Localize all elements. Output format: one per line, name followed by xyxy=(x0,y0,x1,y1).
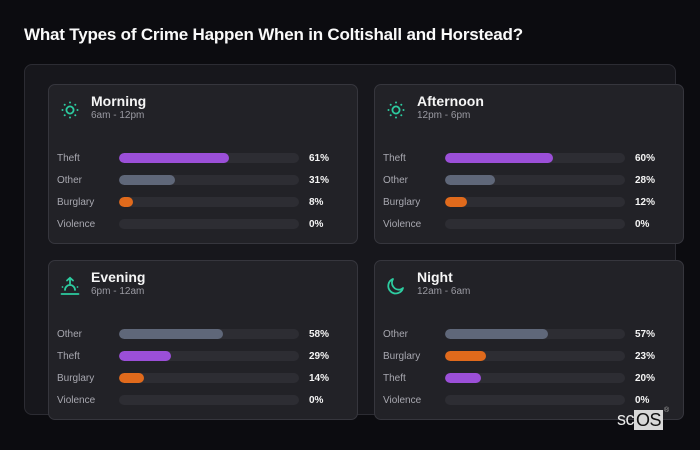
bar-row: Burglary 14% xyxy=(57,367,347,389)
bar-value: 0% xyxy=(309,218,324,230)
bar-fill xyxy=(445,197,467,207)
sun-icon xyxy=(385,99,407,121)
bar-track xyxy=(119,175,299,185)
bar-fill xyxy=(119,153,229,163)
bar-label: Other xyxy=(57,174,83,186)
bar-value: 29% xyxy=(309,350,330,362)
card-title: Evening xyxy=(91,269,146,285)
bar-label: Burglary xyxy=(383,196,421,208)
bar-label: Violence xyxy=(57,394,96,406)
sunset-icon xyxy=(59,275,81,297)
bar-row: Violence 0% xyxy=(57,389,347,411)
logo-sc: sc xyxy=(617,409,635,429)
bar-row: Burglary 12% xyxy=(383,191,673,213)
sun-icon xyxy=(59,99,81,121)
bar-track xyxy=(119,395,299,405)
bar-label: Other xyxy=(383,174,409,186)
bar-row: Violence 0% xyxy=(57,213,347,235)
bar-track xyxy=(445,395,625,405)
bar-track xyxy=(119,329,299,339)
registered-mark: ® xyxy=(664,407,669,414)
card-morning: Morning 6am - 12pm Theft 61% Other 31% Bur… xyxy=(48,84,358,244)
bar-track xyxy=(119,153,299,163)
bar-value: 61% xyxy=(309,152,330,164)
bar-value: 12% xyxy=(635,196,656,208)
card-title: Night xyxy=(417,269,453,285)
bar-fill xyxy=(445,351,487,361)
bar-label: Other xyxy=(383,328,409,340)
bar-track xyxy=(445,329,625,339)
card-night: Night 12am - 6am Other 57% Burglary 23% Th… xyxy=(374,260,684,420)
bar-label: Other xyxy=(57,328,83,340)
bar-track xyxy=(445,351,625,361)
bar-label: Theft xyxy=(57,350,80,362)
bar-track xyxy=(445,175,625,185)
bar-row: Violence 0% xyxy=(383,389,673,411)
bar-row: Theft 61% xyxy=(57,147,347,169)
logo-os: OS xyxy=(634,409,664,430)
bar-track xyxy=(445,373,625,383)
bar-value: 60% xyxy=(635,152,656,164)
bar-fill xyxy=(119,351,172,361)
bar-label: Burglary xyxy=(57,372,95,384)
bar-fill xyxy=(445,175,496,185)
bar-fill xyxy=(119,329,224,339)
bar-track xyxy=(119,373,299,383)
card-time-range: 6pm - 12am xyxy=(91,286,145,297)
bar-label: Burglary xyxy=(383,350,421,362)
page-title: What Types of Crime Happen When in Colti… xyxy=(24,25,523,44)
bar-row: Theft 60% xyxy=(383,147,673,169)
moon-icon xyxy=(385,275,407,297)
bar-row: Other 57% xyxy=(383,323,673,345)
bar-value: 23% xyxy=(635,350,656,362)
bar-value: 0% xyxy=(635,394,650,406)
bar-value: 20% xyxy=(635,372,656,384)
bar-track xyxy=(445,153,625,163)
bar-value: 8% xyxy=(309,196,324,208)
bar-value: 0% xyxy=(635,218,650,230)
bar-track xyxy=(119,197,299,207)
bar-value: 0% xyxy=(309,394,324,406)
bar-value: 31% xyxy=(309,174,330,186)
bar-fill xyxy=(445,329,548,339)
bar-row: Theft 20% xyxy=(383,367,673,389)
bar-label: Theft xyxy=(57,152,80,164)
bar-track xyxy=(119,351,299,361)
bar-fill xyxy=(445,373,481,383)
bar-row: Other 28% xyxy=(383,169,673,191)
card-time-range: 6am - 12pm xyxy=(91,110,145,121)
bar-row: Burglary 8% xyxy=(57,191,347,213)
bar-row: Other 58% xyxy=(57,323,347,345)
bar-fill xyxy=(445,153,553,163)
bar-row: Violence 0% xyxy=(383,213,673,235)
card-time-range: 12pm - 6pm xyxy=(417,110,471,121)
bar-row: Other 31% xyxy=(57,169,347,191)
bar-track xyxy=(445,197,625,207)
bar-label: Violence xyxy=(57,218,96,230)
card-time-range: 12am - 6am xyxy=(417,286,471,297)
bar-label: Theft xyxy=(383,372,406,384)
bar-label: Theft xyxy=(383,152,406,164)
scos-logo: sc OS ® xyxy=(617,407,669,430)
bar-value: 58% xyxy=(309,328,330,340)
card-evening: Evening 6pm - 12am Other 58% Theft 29% Bur… xyxy=(48,260,358,420)
bar-label: Violence xyxy=(383,394,422,406)
bar-row: Burglary 23% xyxy=(383,345,673,367)
bar-track xyxy=(445,219,625,229)
card-title: Afternoon xyxy=(417,93,484,109)
bar-value: 14% xyxy=(309,372,330,384)
bar-label: Burglary xyxy=(57,196,95,208)
bar-fill xyxy=(119,175,175,185)
bar-value: 57% xyxy=(635,328,656,340)
bar-value: 28% xyxy=(635,174,656,186)
card-afternoon: Afternoon 12pm - 6pm Theft 60% Other 28% B… xyxy=(374,84,684,244)
card-title: Morning xyxy=(91,93,147,109)
bar-fill xyxy=(119,197,134,207)
bar-row: Theft 29% xyxy=(57,345,347,367)
bar-fill xyxy=(119,373,145,383)
bar-track xyxy=(119,219,299,229)
bar-label: Violence xyxy=(383,218,422,230)
